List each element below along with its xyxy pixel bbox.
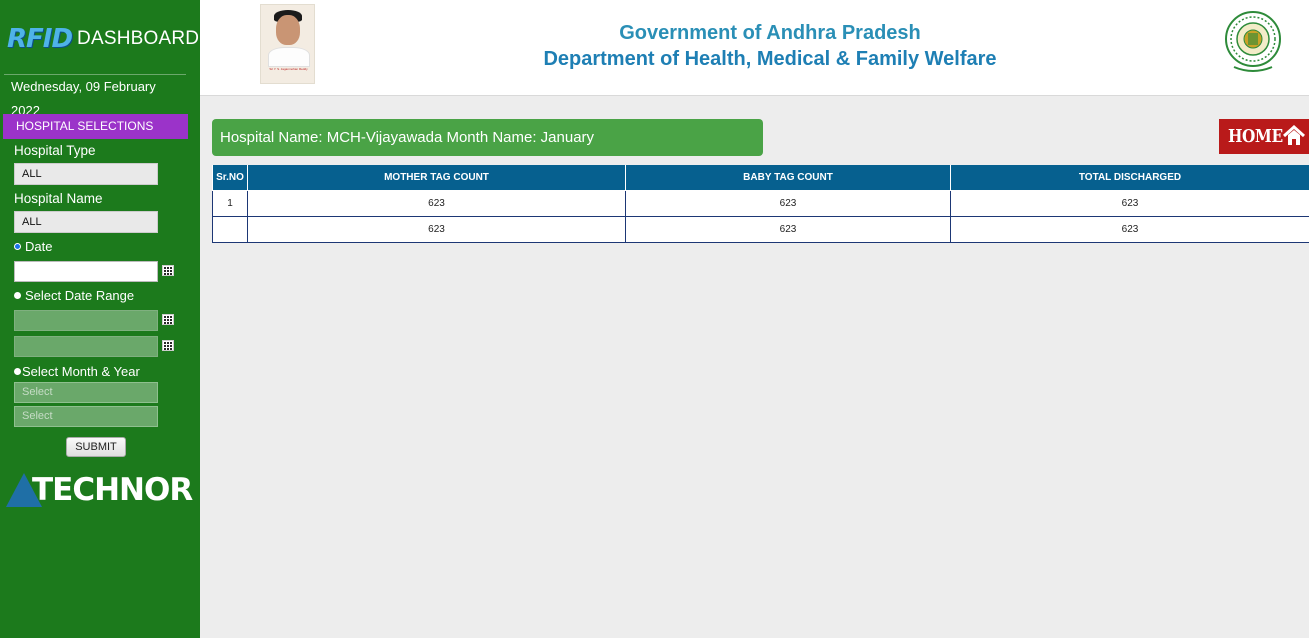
rfid-logo: RFID xyxy=(7,24,73,54)
cell-baby-tag-count: 623 xyxy=(625,216,951,243)
table-row: 1 623 623 623 xyxy=(212,190,1309,217)
cell-mother-tag-count: 623 xyxy=(247,216,626,243)
radio-icon xyxy=(14,292,21,299)
date-radio[interactable]: Date xyxy=(14,239,52,254)
submit-button[interactable]: SUBMIT xyxy=(66,437,126,457)
table-total-row: 623 623 623 xyxy=(212,216,1309,243)
cell-baby-tag-count: 623 xyxy=(625,190,951,217)
range-start-input[interactable] xyxy=(14,310,158,331)
range-end-input[interactable] xyxy=(14,336,158,357)
cell-total-discharged: 623 xyxy=(950,216,1309,243)
column-header-baby-tag-count[interactable]: BABY TAG COUNT xyxy=(625,165,951,191)
sidebar: RFID DASHBOARD Wednesday, 09 February 20… xyxy=(0,0,200,638)
photo-face xyxy=(276,15,300,45)
current-date: Wednesday, 09 February 2022 xyxy=(4,74,186,118)
company-logo: TECHNOR xyxy=(6,470,193,510)
state-emblem-icon xyxy=(1225,11,1281,72)
year-select[interactable]: Select xyxy=(14,406,158,427)
hospital-type-label: Hospital Type xyxy=(14,143,96,158)
brand[interactable]: RFID DASHBOARD xyxy=(7,22,199,56)
hospital-name-select[interactable]: ALL xyxy=(14,211,158,233)
cell-total-discharged: 623 xyxy=(950,190,1309,217)
company-logo-text: TECHNOR xyxy=(32,472,193,508)
cell-srno xyxy=(212,216,248,243)
cell-mother-tag-count: 623 xyxy=(247,190,626,217)
hospital-name-label: Hospital Name xyxy=(14,191,103,206)
month-select[interactable]: Select xyxy=(14,382,158,403)
calendar-icon[interactable] xyxy=(162,340,174,351)
calendar-icon[interactable] xyxy=(162,314,174,325)
month-year-radio-label: Select Month & Year xyxy=(22,364,140,379)
date-radio-label: Date xyxy=(25,239,53,254)
table-header-row: Sr.NO MOTHER TAG COUNT BABY TAG COUNT TO… xyxy=(212,165,1309,191)
brand-title: DASHBOARD xyxy=(77,28,200,49)
radio-icon xyxy=(14,368,21,375)
hospital-selections-header: HOSPITAL SELECTIONS xyxy=(3,114,188,139)
department-title: Department of Health, Medical & Family W… xyxy=(543,48,997,70)
logo-triangle-icon xyxy=(6,473,42,507)
column-header-mother-tag-count[interactable]: MOTHER TAG COUNT xyxy=(247,165,626,191)
date-range-radio[interactable]: Select Date Range xyxy=(14,288,134,303)
calendar-icon[interactable] xyxy=(162,265,174,276)
hospital-info-bar: Hospital Name: MCH-Vijayawada Month Name… xyxy=(212,119,763,156)
photo-caption: Sri Y. S. Jaganmohan Reddy xyxy=(269,67,308,71)
photo-shirt xyxy=(268,47,310,67)
home-icon xyxy=(1283,125,1305,145)
page-title: Government of Andhra Pradesh xyxy=(619,22,921,44)
date-range-radio-label: Select Date Range xyxy=(25,288,135,303)
radio-selected-icon xyxy=(14,243,21,250)
home-button[interactable]: HOME xyxy=(1219,119,1309,154)
month-year-radio[interactable]: Select Month & Year xyxy=(14,364,140,379)
column-header-total-discharged[interactable]: TOTAL DISCHARGED xyxy=(950,165,1309,191)
hospital-type-select[interactable]: ALL xyxy=(14,163,158,185)
home-label: HOME xyxy=(1228,126,1283,147)
column-header-srno[interactable]: Sr.NO xyxy=(212,165,248,191)
chief-minister-photo: Sri Y. S. Jaganmohan Reddy xyxy=(260,4,315,84)
cell-srno: 1 xyxy=(212,190,248,217)
header: Sri Y. S. Jaganmohan Reddy Government of… xyxy=(200,0,1309,96)
date-input[interactable] xyxy=(14,261,158,282)
tag-count-table: Sr.NO MOTHER TAG COUNT BABY TAG COUNT TO… xyxy=(212,165,1309,243)
